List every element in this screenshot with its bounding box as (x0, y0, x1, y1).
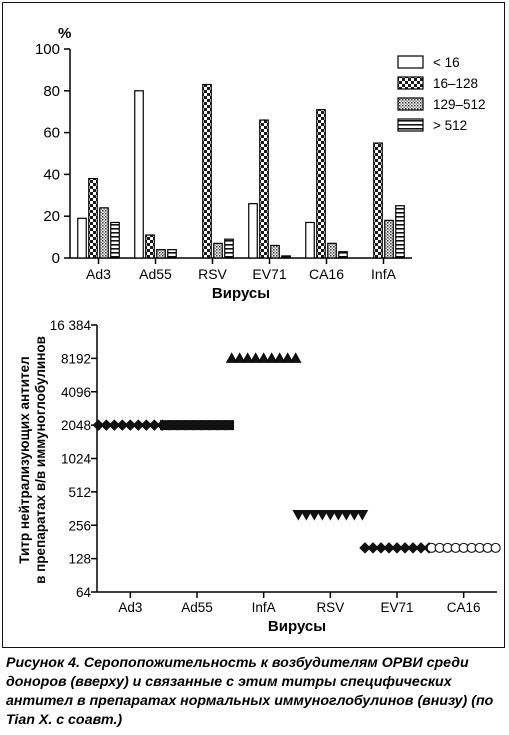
bar-chart-y-tick-label: 40 (43, 166, 60, 183)
bar-chart-x-tick-label: Ad3 (86, 266, 111, 282)
bar-ad55-3 (167, 249, 177, 259)
titer-marker (241, 352, 254, 363)
bar-infa-3 (395, 205, 405, 259)
bar-ad55-0 (134, 90, 144, 259)
titer-marker (223, 420, 235, 431)
bar-chart-x-tick-label: EV71 (252, 266, 286, 282)
titer-chart-y-tick-label: 8192 (61, 351, 91, 366)
titer-marker (281, 352, 294, 363)
titer-marker (292, 509, 305, 521)
titer-chart-y-tick-label: 64 (76, 585, 92, 600)
bar-ad3-0 (77, 217, 87, 259)
titer-chart-x-tick-label: InfA (252, 600, 276, 615)
titer-marker (340, 509, 353, 521)
bar-chart-x-label: Вирусы (212, 285, 270, 302)
titer-chart-y-tick-label: 2048 (61, 418, 91, 433)
figure-frame (2, 2, 505, 648)
legend-label-0: < 16 (433, 55, 460, 70)
bar-ad3-2 (99, 207, 109, 259)
titer-marker (316, 509, 329, 521)
bar-chart-y-unit: % (58, 25, 71, 42)
bar-ev71-2 (270, 244, 280, 259)
titer-marker (300, 509, 313, 521)
bar-ad55-2 (156, 249, 166, 259)
titer-marker (257, 352, 270, 363)
titer-chart-x-tick-label: Ad55 (181, 600, 213, 615)
bar-ev71-3 (281, 255, 291, 259)
titer-chart-y-tick-label: 16 384 (50, 318, 92, 333)
titer-marker (289, 352, 302, 363)
titer-chart-y-label-line2: в препаратах в/в иммуноглобулинов (33, 336, 48, 584)
bar-ca16-3 (338, 251, 348, 259)
titer-point-ad3 (92, 419, 169, 431)
caption-text: Серопопожительность к возбудителям ОРВИ … (6, 655, 494, 728)
bar-ad3-3 (110, 221, 120, 259)
bar-chart-x-tick-label: Ad55 (139, 266, 172, 282)
caption-label: Рисунок 4. (6, 655, 80, 671)
legend-label-1: 16–128 (433, 76, 478, 91)
titer-chart-x-tick-label: CA16 (447, 600, 481, 615)
titer-marker (332, 509, 345, 521)
bar-chart-y-tick-label: 20 (43, 208, 60, 225)
bar-ca16-0 (305, 221, 315, 259)
titer-marker (348, 509, 361, 521)
titer-chart-y-tick-label: 256 (68, 518, 91, 533)
bar-chart-x-tick-label: RSV (198, 266, 227, 282)
bar-infa-1 (373, 142, 383, 259)
legend-swatch-1 (397, 76, 424, 90)
bar-rsv-3 (224, 238, 234, 259)
titer-marker (225, 352, 238, 363)
titer-marker (265, 352, 278, 363)
titer-marker (308, 509, 321, 521)
bar-infa-2 (384, 219, 394, 259)
legend-label-3: > 512 (433, 118, 467, 133)
titer-chart-x-tick-label: RSV (316, 600, 344, 615)
titer-point-infa (225, 352, 302, 363)
legend-swatch-0 (397, 55, 424, 69)
legend-swatch-3 (397, 118, 424, 132)
bar-ad55-1 (145, 234, 155, 259)
titer-point-ad55 (159, 420, 235, 431)
titer-point-rsv (292, 509, 369, 521)
bar-ev71-1 (259, 119, 269, 259)
titer-point-ev71 (359, 542, 435, 554)
bar-ca16-1 (316, 109, 326, 259)
bar-rsv-1 (202, 83, 212, 259)
bar-rsv-2 (213, 242, 223, 259)
titer-chart-x-tick-label: Ad3 (118, 600, 142, 615)
bar-ca16-2 (327, 242, 337, 259)
legend-label-2: 129–512 (433, 97, 486, 112)
bar-chart-x-tick-label: InfA (371, 266, 397, 282)
titer-chart-x-label: Вирусы (268, 618, 326, 635)
titer-chart-y-tick-label: 4096 (61, 385, 91, 400)
titer-marker (249, 352, 262, 363)
titer-chart-y-label-line1: Титр нейтрализующих антител (17, 356, 32, 563)
titer-point-ca16 (426, 542, 501, 553)
titer-marker (324, 509, 337, 521)
bar-chart-legend: < 16 16–128 129–512 > 512 (397, 55, 486, 133)
titer-marker (356, 509, 369, 521)
bar-ad3-1 (88, 177, 98, 259)
bar-ev71-0 (248, 203, 258, 259)
titer-chart-y-tick-label: 128 (68, 552, 91, 567)
titer-marker (490, 542, 501, 553)
titer-chart: 64 128 256 512 1024 2048 4096 8192 16 384 Ad3 Ad5… (17, 318, 501, 635)
bar-chart-y-tick-label: 100 (35, 41, 60, 58)
bar-chart-y-tick-label: 0 (52, 250, 60, 267)
bar-chart: % 0 20 40 60 80 100 Ad3 Ad55 RSV EV71 CA16 InfA Ви… (35, 25, 486, 302)
figure-charts: % 0 20 40 60 80 100 Ad3 Ad55 RSV EV71 CA16 InfA Ви… (17, 25, 501, 635)
titer-marker (233, 352, 246, 363)
bar-chart-x-tick-label: CA16 (309, 266, 344, 282)
bar-chart-y-tick-label: 60 (43, 125, 60, 142)
titer-chart-y-tick-label: 512 (68, 485, 91, 500)
titer-chart-y-tick-label: 1024 (61, 452, 92, 467)
legend-swatch-2 (397, 97, 424, 111)
bar-chart-y-tick-label: 80 (43, 83, 60, 100)
titer-chart-x-tick-label: EV71 (380, 600, 413, 615)
titer-marker (273, 352, 286, 363)
figure-caption: Рисунок 4. Серопопожительность к возбуди… (6, 654, 504, 730)
